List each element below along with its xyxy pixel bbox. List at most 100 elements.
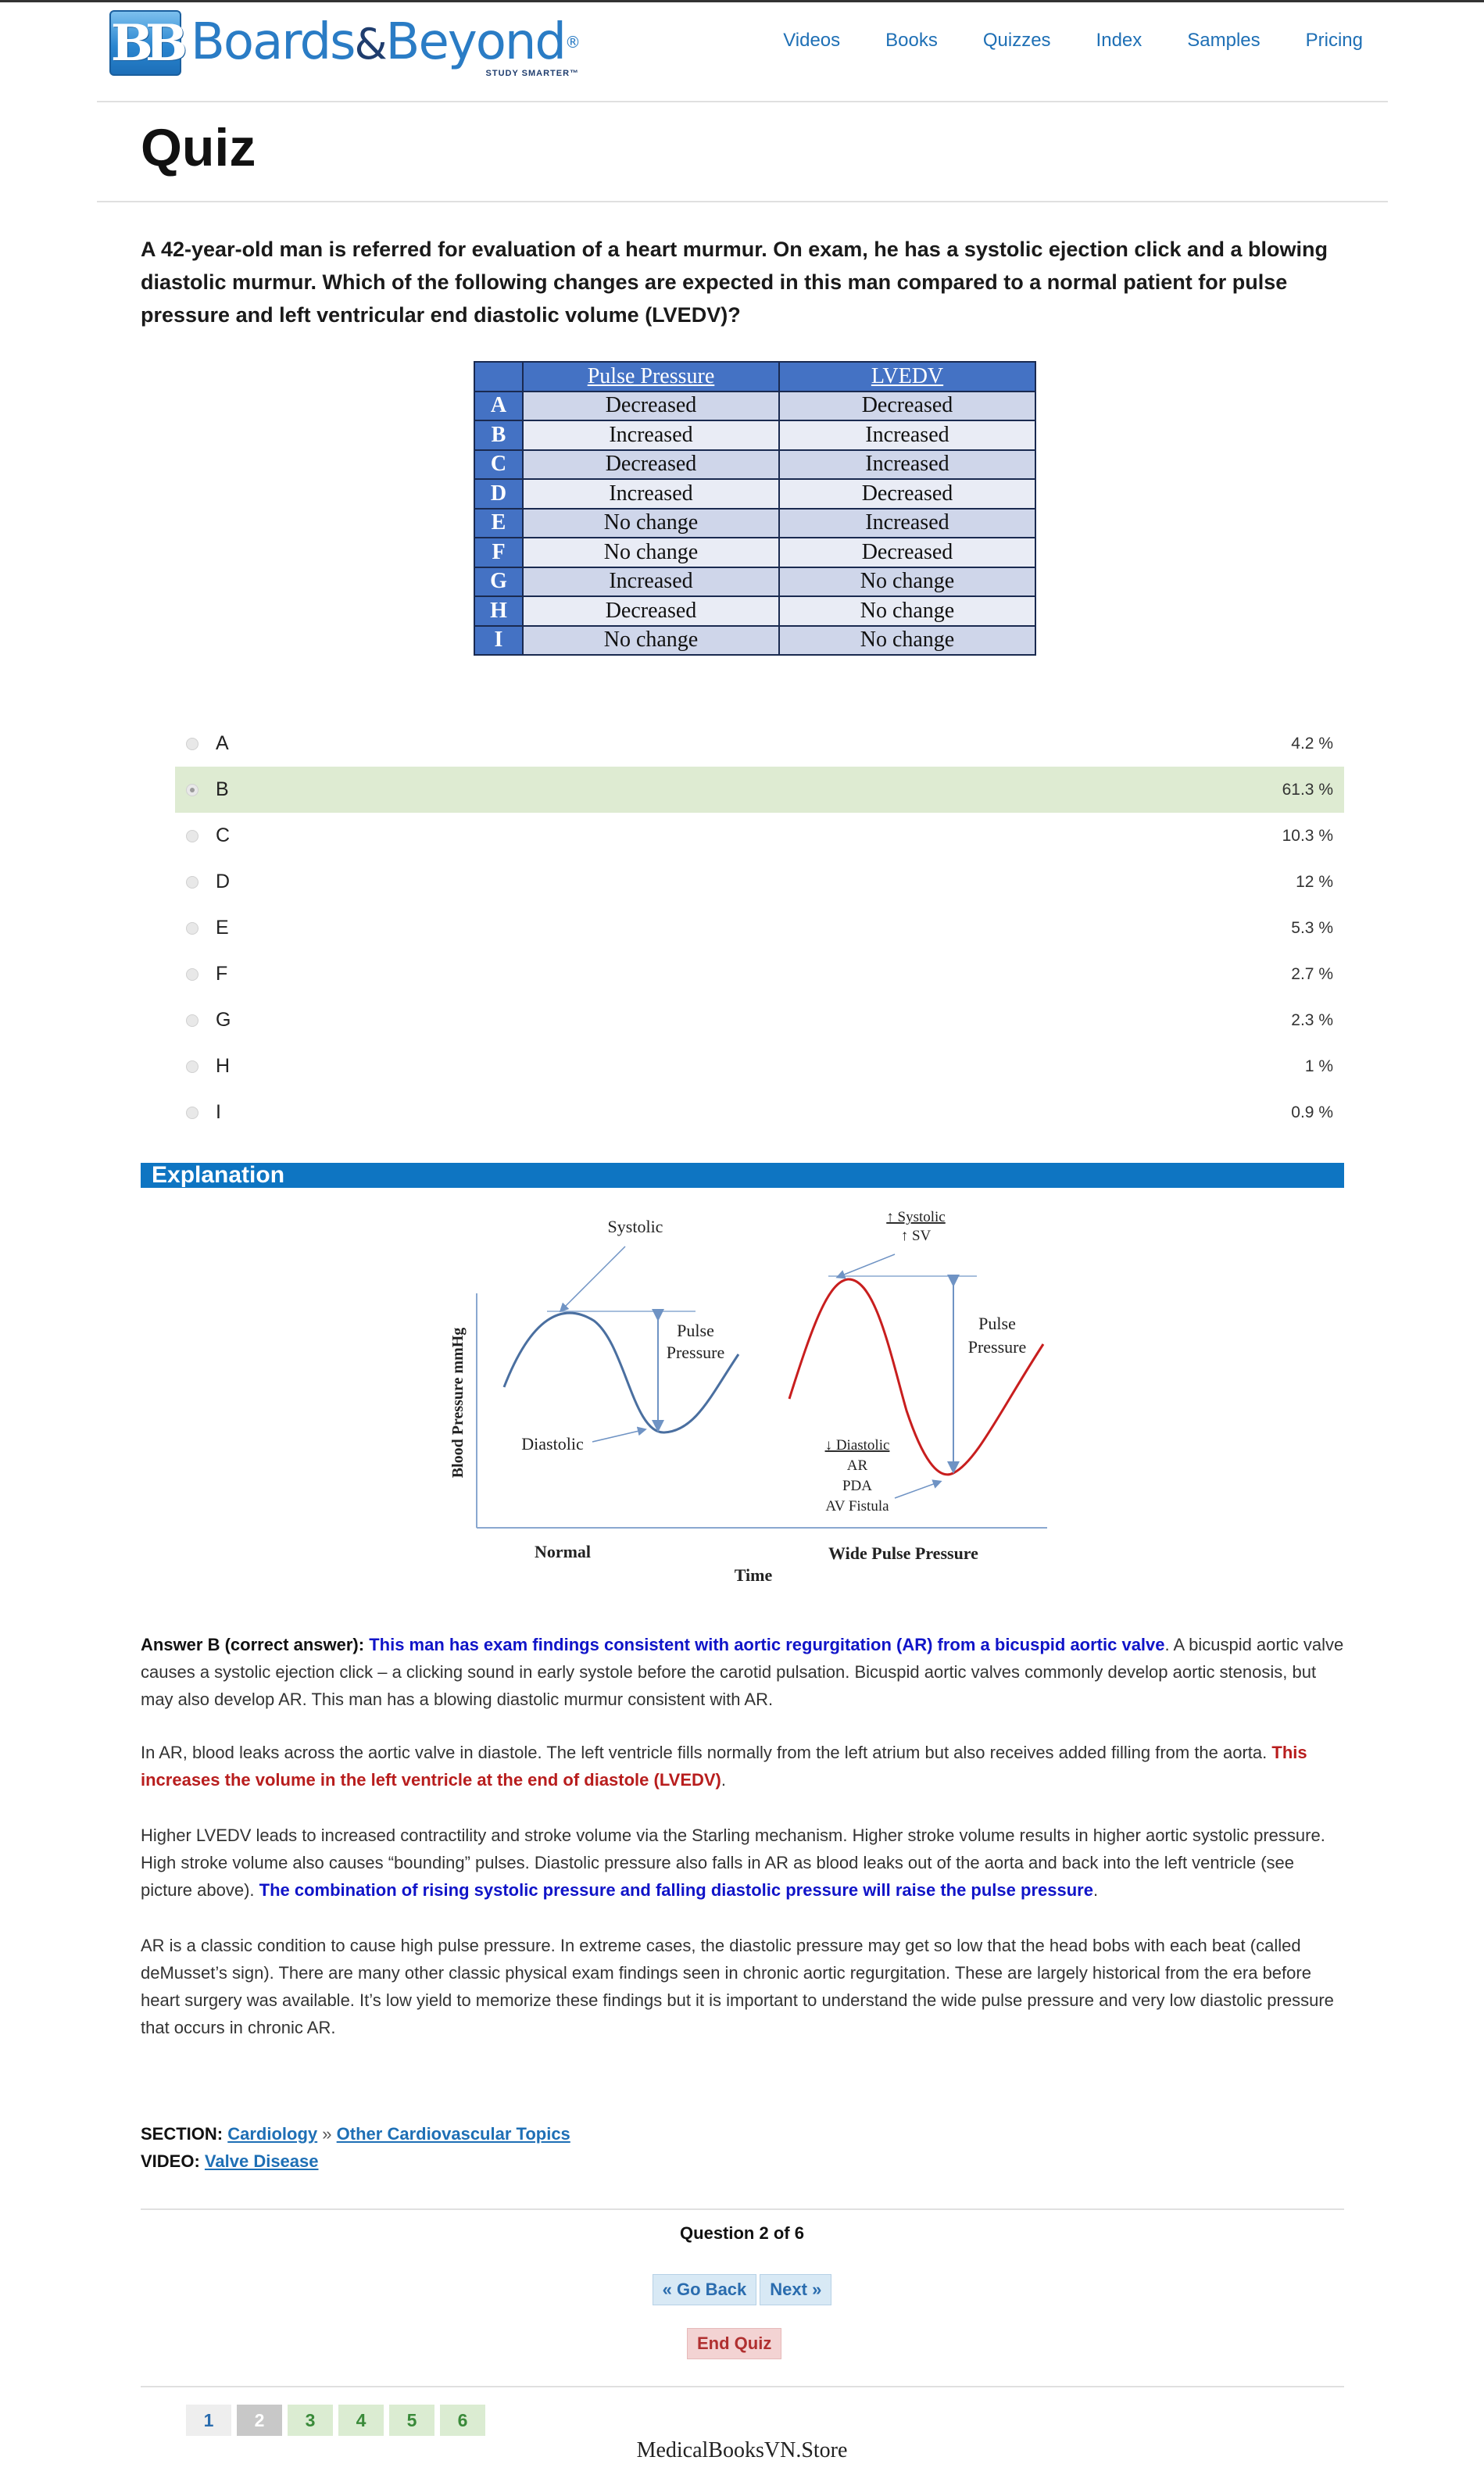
footer-divider-top xyxy=(141,2208,1344,2210)
table-row: H Decreased No change xyxy=(474,595,1036,627)
section-link-other-topics[interactable]: Other Cardiovascular Topics xyxy=(336,2124,570,2144)
normal-pressure-curve xyxy=(502,1311,740,1434)
radio-button[interactable] xyxy=(186,875,198,889)
p2-highlight: This increases the volume in the left ve… xyxy=(141,1743,1307,1790)
cell-pulse-pressure: No change xyxy=(522,624,780,656)
radio-button[interactable] xyxy=(186,967,198,981)
cell-pulse-pressure: No change xyxy=(522,537,780,568)
x-axis-label: Time xyxy=(735,1565,773,1585)
p2-end: . xyxy=(721,1770,727,1790)
question-counter: Question 2 of 6 xyxy=(680,2223,804,2243)
page-button-5[interactable]: 5 xyxy=(389,2405,434,2436)
cell-lvedv: Increased xyxy=(778,420,1036,451)
site-header: BB Boards&Beyond® STUDY SMARTER™ Videos … xyxy=(0,0,1484,102)
radio-button[interactable] xyxy=(186,1060,198,1073)
nav-samples[interactable]: Samples xyxy=(1187,30,1261,51)
option-e[interactable]: E 5.3 % xyxy=(175,905,1344,951)
diastolic-label: Diastolic xyxy=(521,1434,584,1454)
option-d[interactable]: D 12 % xyxy=(175,859,1344,905)
section-link-cardiology[interactable]: Cardiology xyxy=(227,2124,318,2144)
cell-lvedv: Increased xyxy=(778,449,1036,480)
diastolic-pointer xyxy=(592,1426,647,1443)
explanation-paragraph-1: Answer B (correct answer): This man has … xyxy=(141,1631,1344,1713)
row-letter: A xyxy=(474,390,524,421)
cell-lvedv: No change xyxy=(778,624,1036,656)
option-g[interactable]: G 2.3 % xyxy=(175,997,1344,1043)
option-percent: 61.3 % xyxy=(1282,780,1333,799)
pda-label: PDA xyxy=(842,1478,872,1494)
option-percent: 0.9 % xyxy=(1291,1103,1333,1121)
explanation-heading: Explanation xyxy=(152,1162,285,1188)
video-line: VIDEO: Valve Disease xyxy=(141,2151,319,2172)
cell-pulse-pressure: Decreased xyxy=(522,595,780,627)
page-title: Quiz xyxy=(141,118,256,177)
table-row: A Decreased Decreased xyxy=(474,390,1036,421)
y-axis-label: Blood Pressure mmHg xyxy=(449,1328,467,1479)
page-button-1[interactable]: 1 xyxy=(186,2405,231,2436)
row-letter: B xyxy=(474,420,524,451)
ar-label: AR xyxy=(847,1457,868,1474)
radio-button[interactable] xyxy=(186,1106,198,1119)
normal-title: Normal xyxy=(535,1542,591,1561)
wide-pulse-label-2: Pressure xyxy=(968,1337,1027,1357)
up-systolic-label: ↑ Systolic xyxy=(886,1209,945,1225)
video-label: VIDEO: xyxy=(141,2151,200,2171)
nav-index[interactable]: Index xyxy=(1096,30,1143,51)
table-row: F No change Decreased xyxy=(474,537,1036,568)
question-pager: 1 2 3 4 5 6 xyxy=(186,2405,491,2436)
pulse-pressure-figure: Blood Pressure mmHg Time Normal Wide Pul… xyxy=(449,1209,1047,1585)
option-label: C xyxy=(216,824,231,846)
nav-books[interactable]: Books xyxy=(885,30,938,51)
systolic-pointer xyxy=(559,1246,626,1313)
end-quiz-button[interactable]: End Quiz xyxy=(687,2328,782,2359)
page-button-4[interactable]: 4 xyxy=(338,2405,384,2436)
answer-options: A 4.2 % B 61.3 % C 10.3 % D 12 % E 5.3 % F 2.7… xyxy=(175,721,1344,1135)
video-link-valve-disease[interactable]: Valve Disease xyxy=(204,2151,319,2171)
page-button-2[interactable]: 2 xyxy=(237,2405,282,2436)
radio-button[interactable] xyxy=(186,1014,198,1027)
explanation-paragraph-2: In AR, blood leaks across the aortic val… xyxy=(141,1739,1344,1793)
radio-button[interactable] xyxy=(186,737,198,750)
table-row: I No change No change xyxy=(474,624,1036,656)
radio-button[interactable] xyxy=(186,829,198,842)
option-percent: 2.3 % xyxy=(1291,1010,1333,1029)
logo-mark-icon: BB xyxy=(109,10,188,76)
row-letter: F xyxy=(474,537,524,568)
option-c[interactable]: C 10.3 % xyxy=(175,813,1344,859)
row-letter: H xyxy=(474,595,524,627)
cell-pulse-pressure: No change xyxy=(522,507,780,538)
next-button[interactable]: Next » xyxy=(760,2274,832,2305)
cell-lvedv: No change xyxy=(778,595,1036,627)
title-divider xyxy=(97,201,1388,202)
option-i[interactable]: I 0.9 % xyxy=(175,1089,1344,1135)
page-button-3[interactable]: 3 xyxy=(288,2405,333,2436)
row-letter: G xyxy=(474,566,524,597)
go-back-button[interactable]: « Go Back xyxy=(652,2274,757,2305)
option-label: I xyxy=(216,1101,221,1123)
row-letter: I xyxy=(474,624,524,656)
header-divider xyxy=(97,101,1388,102)
option-f[interactable]: F 2.7 % xyxy=(175,951,1344,997)
option-b[interactable]: B 61.3 % xyxy=(175,767,1344,813)
section-label: SECTION: xyxy=(141,2124,223,2144)
option-percent: 12 % xyxy=(1296,872,1333,891)
option-label: H xyxy=(216,1055,231,1077)
radio-button[interactable] xyxy=(186,783,198,796)
nav-videos[interactable]: Videos xyxy=(783,30,841,51)
option-a[interactable]: A 4.2 % xyxy=(175,721,1344,767)
p3-highlight: The combination of rising systolic press… xyxy=(259,1880,1093,1900)
av-fistula-label: AV Fistula xyxy=(825,1498,889,1514)
option-percent: 5.3 % xyxy=(1291,918,1333,937)
radio-button[interactable] xyxy=(186,921,198,935)
option-h[interactable]: H 1 % xyxy=(175,1043,1344,1089)
cell-pulse-pressure: Decreased xyxy=(522,390,780,421)
cell-lvedv: Decreased xyxy=(778,537,1036,568)
section-line: SECTION: Cardiology » Other Cardiovascul… xyxy=(141,2124,570,2144)
nav-quizzes[interactable]: Quizzes xyxy=(982,30,1051,51)
pulse-label-1: Pulse xyxy=(677,1321,714,1340)
nav-pricing[interactable]: Pricing xyxy=(1305,30,1363,51)
top-border xyxy=(0,0,1484,2)
option-label: A xyxy=(216,732,229,754)
page-button-6[interactable]: 6 xyxy=(440,2405,485,2436)
logo[interactable]: BB Boards&Beyond® STUDY SMARTER™ xyxy=(109,8,581,78)
